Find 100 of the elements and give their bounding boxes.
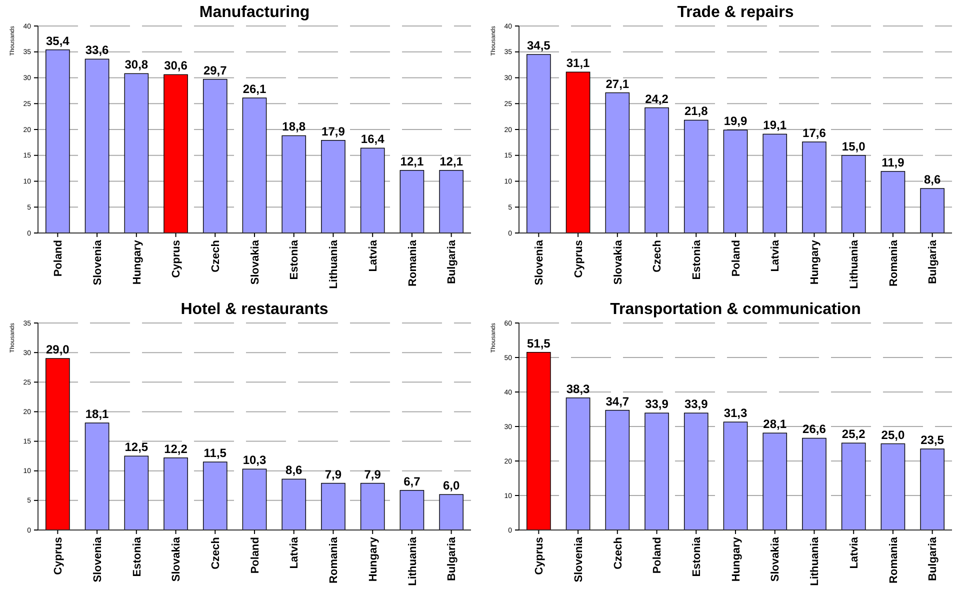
bar	[723, 130, 748, 234]
data-label: 25,0	[881, 428, 905, 442]
data-label: 15,0	[842, 139, 866, 154]
data-label: 18,8	[282, 120, 306, 134]
x-tick-label: Lithuania	[848, 239, 860, 289]
bar	[526, 352, 551, 530]
x-tick-label: Poland	[249, 537, 262, 574]
x-tick-label: Slovenia	[92, 536, 104, 582]
data-label: 21,8	[684, 104, 708, 118]
x-tick-label: Cyprus	[534, 537, 546, 575]
data-label: 35,4	[46, 34, 70, 48]
x-tick-label: Bulgaria	[446, 239, 458, 284]
data-label: 28,1	[763, 417, 787, 432]
x-tick-label: Czech	[612, 536, 624, 570]
data-label: 10,3	[242, 453, 266, 468]
bar	[880, 443, 906, 530]
x-tick-label: Hungary	[131, 239, 144, 285]
data-label: 33,6	[85, 43, 110, 58]
bar	[920, 448, 944, 530]
data-label: 26,6	[802, 422, 826, 436]
x-tick-label: Estonia	[690, 536, 703, 577]
chart-title: Hotel & restaurants	[180, 301, 328, 318]
bar	[124, 73, 149, 234]
x-tick-label: Lithuania	[328, 239, 340, 289]
x-tick-label: Poland	[730, 240, 742, 277]
x-tick-label: Bulgaria	[927, 239, 940, 284]
bar	[84, 422, 110, 530]
x-tick-label: Slovakia	[770, 536, 782, 582]
bar	[723, 422, 748, 530]
data-label: 19,9	[724, 114, 748, 128]
x-tick-label: Bulgaria	[927, 536, 940, 582]
bar	[802, 438, 826, 530]
x-tick-label: Estonia	[690, 239, 703, 280]
chart-title: Trade & repairs	[677, 4, 794, 21]
bar	[841, 155, 866, 234]
x-tick-label: Slovenia	[572, 536, 585, 582]
bar	[400, 490, 424, 530]
x-tick-label: Hungary	[730, 536, 742, 582]
data-label: 11,5	[204, 446, 227, 460]
data-label: 12,1	[440, 154, 464, 168]
x-tick-label: Romania	[328, 536, 340, 584]
x-tick-label: Bulgaria	[446, 536, 458, 582]
x-tick-label: Slovakia	[612, 239, 624, 285]
x-tick-label: Latvia	[367, 239, 380, 272]
bar	[684, 120, 708, 234]
data-label: 11,9	[882, 155, 905, 170]
x-tick-label: Estonia	[288, 239, 301, 280]
data-label: 16,4	[360, 132, 385, 146]
data-label: 25,2	[842, 427, 866, 442]
data-label: 31,1	[566, 56, 590, 70]
data-label: 18,1	[85, 406, 110, 421]
bar	[684, 412, 708, 530]
x-tick-label: Czech	[210, 240, 222, 272]
x-tick-label: Cyprus	[572, 240, 585, 278]
bar	[526, 54, 551, 234]
x-tick-label: Latvia	[288, 536, 301, 569]
bar	[400, 170, 424, 234]
data-label: 12,2	[164, 442, 188, 456]
data-label: 8,6	[286, 463, 303, 478]
bar	[360, 148, 385, 234]
bar	[321, 140, 346, 234]
bar	[566, 72, 590, 234]
x-tick-label: Slovenia	[534, 239, 546, 286]
data-label: 17,9	[322, 124, 346, 138]
bar	[242, 98, 267, 234]
bar	[124, 456, 149, 530]
data-label: 7,9	[324, 467, 342, 482]
data-label: 23,5	[920, 432, 944, 447]
data-label: 7,9	[364, 467, 382, 482]
bar	[439, 494, 464, 530]
data-label: 30,6	[164, 58, 188, 73]
bar	[605, 410, 630, 530]
chart-title: Manufacturing	[199, 4, 310, 21]
x-tick-label: Romania	[888, 239, 900, 286]
bar	[164, 74, 188, 234]
data-label: 51,5	[527, 336, 551, 350]
data-label: 27,1	[606, 76, 630, 91]
data-label: 17,6	[802, 126, 826, 140]
bar	[762, 432, 788, 530]
bar	[242, 468, 267, 530]
data-label: 29,7	[203, 63, 228, 78]
x-tick-label: Slovakia	[249, 239, 262, 285]
bar	[202, 462, 228, 530]
bar	[282, 478, 306, 530]
bar	[880, 171, 906, 234]
x-tick-label: Poland	[652, 537, 664, 574]
data-label: 8,6	[924, 172, 941, 186]
data-label: 33,9	[645, 397, 669, 412]
data-label: 30,8	[124, 58, 148, 72]
data-label: 38,3	[566, 382, 590, 396]
bar	[605, 92, 630, 234]
data-label: 24,2	[645, 92, 669, 106]
data-label: 34,7	[606, 394, 630, 408]
bar	[321, 482, 346, 530]
bar	[202, 78, 228, 234]
x-tick-label: Slovakia	[170, 536, 183, 582]
data-label: 29,0	[46, 342, 70, 356]
x-tick-label: Lithuania	[406, 536, 419, 586]
bar	[282, 135, 306, 234]
x-tick-label: Estonia	[131, 536, 144, 577]
